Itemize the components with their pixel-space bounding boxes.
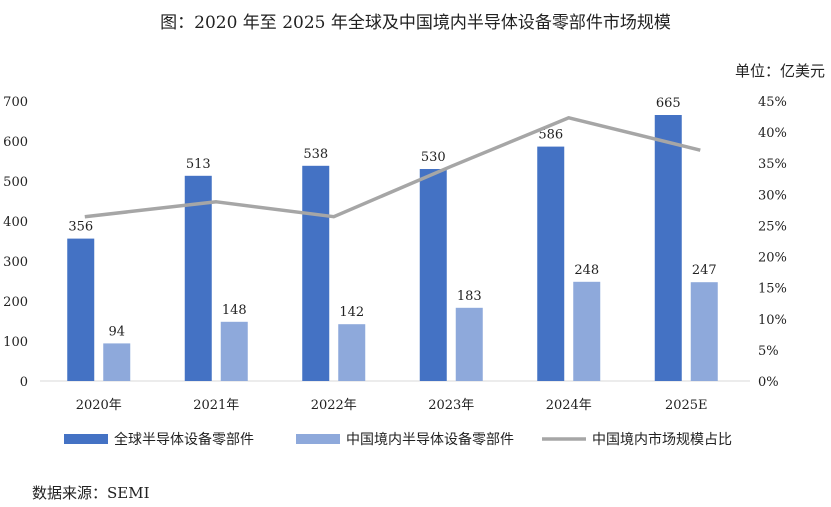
data-label-china: 142 [339, 305, 364, 320]
x-tick-label: 2024年 [546, 398, 592, 413]
y2-tick-label: 20% [758, 251, 787, 266]
x-tick-label: 2022年 [311, 398, 357, 413]
bar-china [103, 343, 131, 381]
bar-global [302, 165, 330, 381]
y-tick-label: 300 [3, 255, 28, 270]
y2-tick-label: 5% [758, 344, 779, 359]
bar-china [690, 282, 718, 381]
y-tick-label: 700 [3, 95, 28, 110]
unit-label: 单位：亿美元 [734, 62, 825, 80]
y2-tick-label: 10% [758, 313, 787, 328]
data-label-global: 356 [68, 220, 93, 235]
chart-title: 图：2020 年至 2025 年全球及中国境内半导体设备零部件市场规模 [160, 13, 671, 33]
data-label-china: 247 [692, 263, 717, 278]
y2-tick-label: 40% [758, 126, 787, 141]
data-label-china: 94 [108, 324, 125, 339]
y-tick-label: 0 [20, 375, 28, 390]
x-tick-label: 2025E [665, 398, 708, 413]
data-label-global: 538 [303, 147, 328, 162]
y2-tick-label: 25% [758, 219, 787, 234]
legend-label-china: 中国境内半导体设备零部件 [346, 431, 514, 448]
y-tick-label: 100 [3, 335, 28, 350]
legend-swatch-global [64, 434, 108, 444]
share-line [84, 116, 701, 219]
legend-swatch-china [296, 434, 340, 444]
bar-china [338, 324, 366, 381]
y2-tick-label: 30% [758, 188, 787, 203]
x-tick-label: 2023年 [428, 398, 474, 413]
data-label-global: 513 [186, 157, 211, 172]
data-label-global: 586 [538, 128, 563, 143]
y2-tick-label: 0% [758, 375, 779, 390]
x-tick-label: 2020年 [76, 398, 122, 413]
bar-global [184, 175, 212, 381]
bar-global [537, 146, 565, 381]
y-tick-label: 200 [3, 295, 28, 310]
y-tick-label: 500 [3, 175, 28, 190]
bar-global [654, 115, 682, 381]
legend-label-share: 中国境内市场规模占比 [592, 431, 732, 448]
y-tick-label: 400 [3, 215, 28, 230]
data-label-global: 665 [656, 96, 681, 111]
data-label-china: 148 [222, 303, 247, 318]
data-label-china: 183 [457, 289, 482, 304]
bar-global [419, 169, 447, 381]
bar-global [67, 238, 95, 381]
bar-china [220, 321, 248, 381]
y2-tick-label: 15% [758, 282, 787, 297]
y2-tick-label: 45% [758, 95, 787, 110]
source-note: 数据来源：SEMI [32, 484, 150, 502]
data-label-global: 530 [421, 150, 446, 165]
y-tick-label: 600 [3, 135, 28, 150]
bar-china [455, 307, 483, 381]
bar-china [573, 281, 601, 381]
x-tick-label: 2021年 [193, 398, 239, 413]
y2-tick-label: 35% [758, 157, 787, 172]
data-label-china: 248 [574, 263, 599, 278]
legend-label-global: 全球半导体设备零部件 [114, 431, 254, 448]
